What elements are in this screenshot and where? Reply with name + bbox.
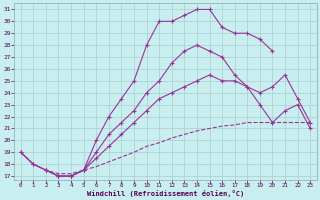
X-axis label: Windchill (Refroidissement éolien,°C): Windchill (Refroidissement éolien,°C): [87, 190, 244, 197]
